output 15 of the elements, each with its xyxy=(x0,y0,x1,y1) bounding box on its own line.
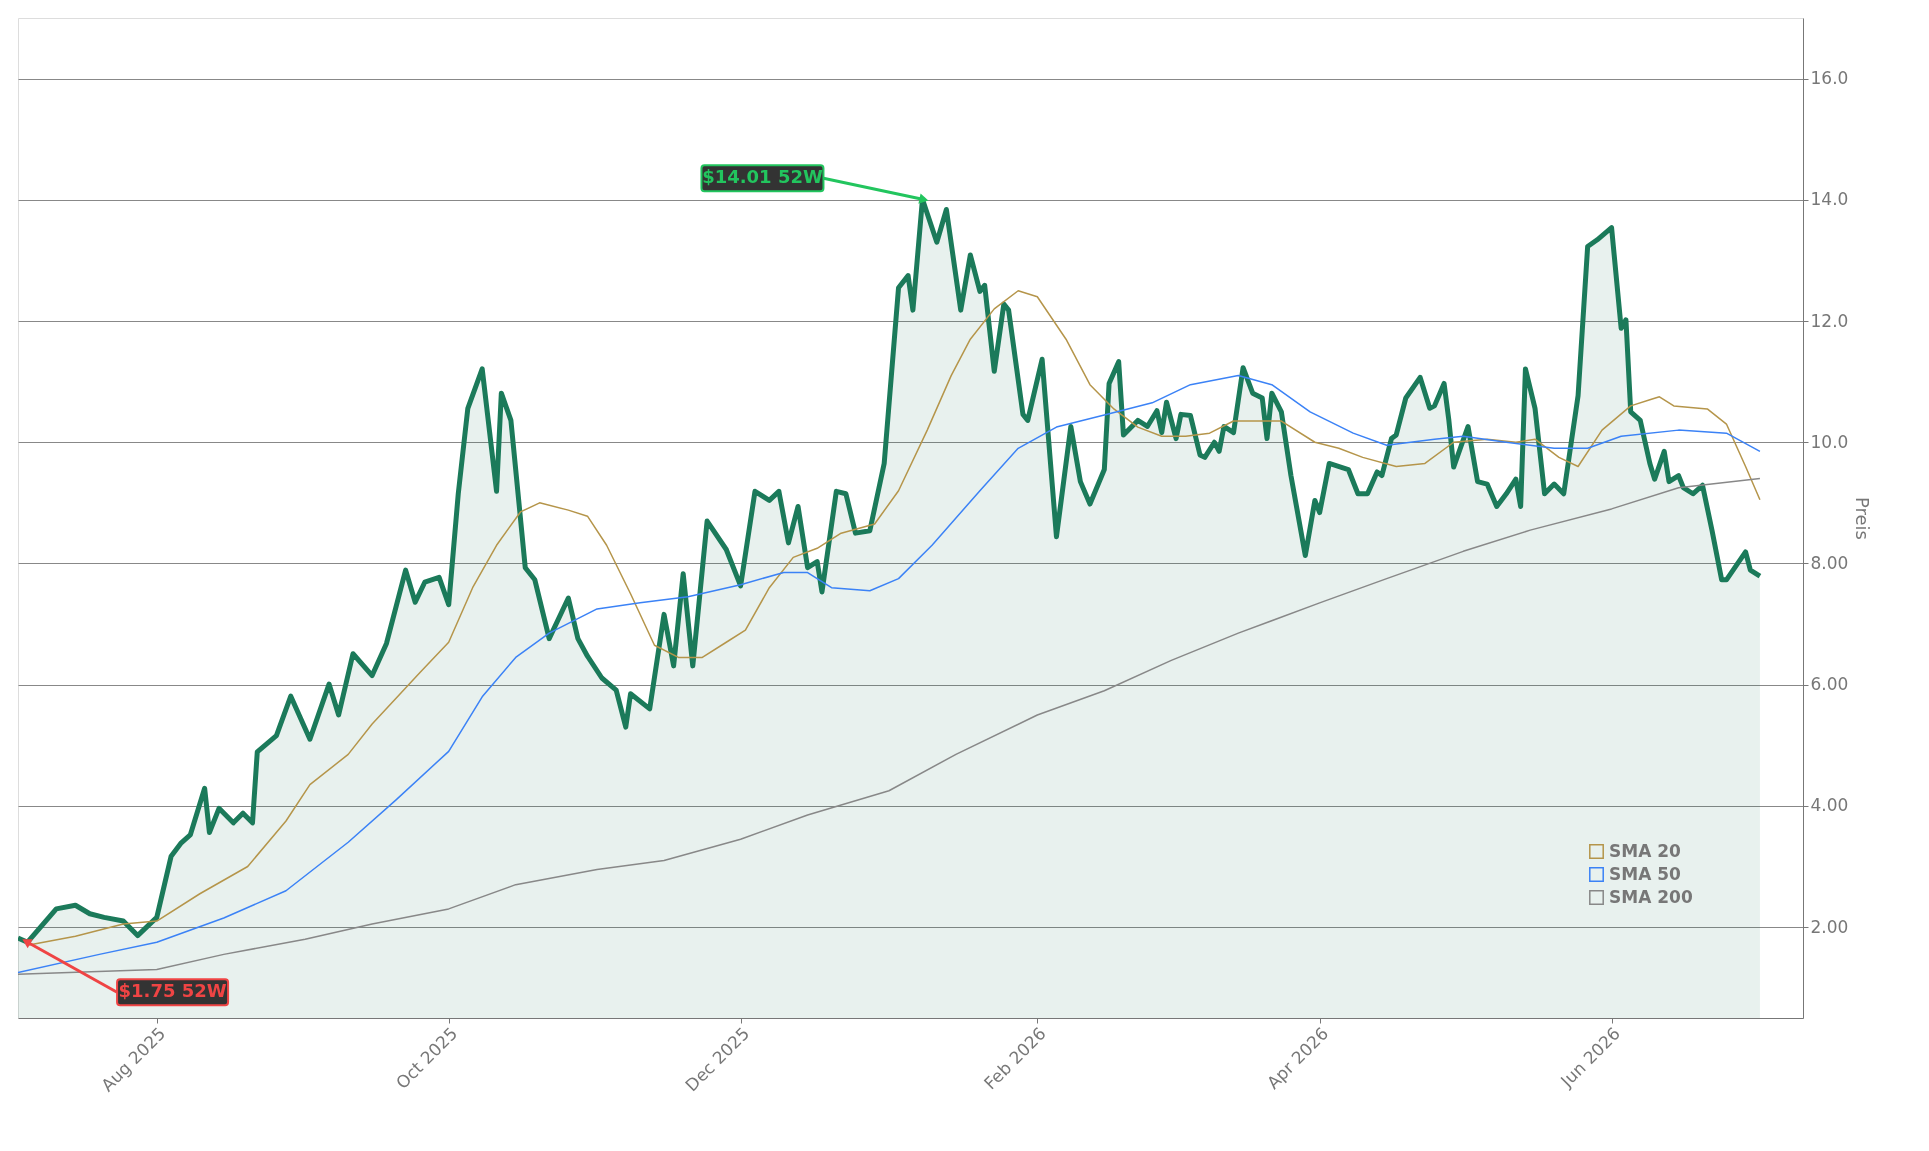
annotation: $1.75 52W xyxy=(118,980,227,1002)
legend-label: SMA 20 xyxy=(1609,840,1682,861)
y-tick-label: 8.00 xyxy=(1810,552,1849,573)
y-tick-label: 10.0 xyxy=(1810,431,1849,452)
y-tick-label: 14.0 xyxy=(1810,189,1849,210)
y-tick-label: 2.00 xyxy=(1810,916,1849,937)
y-tick-label: 12.0 xyxy=(1810,310,1849,331)
y-tick-label: 4.00 xyxy=(1810,795,1849,816)
line-series xyxy=(18,374,1761,974)
legend-label: SMA 50 xyxy=(1609,863,1682,884)
y-tick-label: 6.00 xyxy=(1810,674,1849,695)
annotation: $14.01 52W xyxy=(702,166,823,188)
y-tick-label: 16.0 xyxy=(1810,68,1849,89)
legend-label: SMA 200 xyxy=(1609,886,1693,907)
y-axis-title: Preis xyxy=(1852,497,1874,540)
